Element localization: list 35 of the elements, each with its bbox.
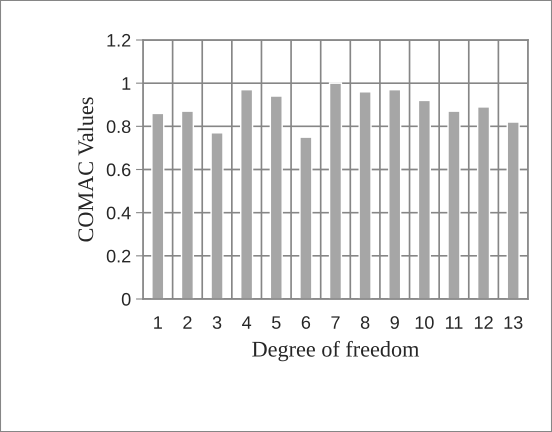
x-tick-label: 7 — [331, 316, 340, 329]
x-tick-label: 12 — [474, 316, 493, 329]
x-axis-title: Degree of freedom — [252, 340, 420, 362]
bar — [358, 91, 372, 299]
x-tick-label: 2 — [183, 316, 192, 329]
bar — [447, 110, 461, 299]
x-tick-label: 5 — [272, 316, 281, 329]
bar — [180, 110, 194, 299]
x-tick-label: 8 — [360, 316, 370, 329]
bar — [270, 95, 283, 299]
y-tick-label: 0 — [122, 292, 130, 306]
bar — [388, 88, 402, 299]
bar — [476, 106, 490, 299]
y-tick-label: 0.2 — [106, 250, 130, 263]
x-tick-label: 6 — [302, 316, 310, 329]
y-tick-label: 0.8 — [106, 120, 130, 134]
y-tick-label: 0.6 — [106, 163, 130, 176]
bar — [240, 88, 254, 299]
y-axis-title: COMAC Values — [78, 97, 94, 242]
y-tick-label: 1 — [122, 77, 130, 90]
x-tick-label: 9 — [390, 316, 399, 329]
x-tick-label: 4 — [242, 316, 252, 329]
bar — [151, 112, 164, 299]
bar — [328, 82, 342, 299]
bar — [210, 132, 224, 299]
bar — [418, 100, 431, 299]
x-tick-label: 13 — [504, 316, 522, 329]
x-tick-label: 3 — [212, 316, 222, 329]
bar — [506, 121, 520, 299]
x-tick-label: 10 — [416, 316, 434, 329]
bar — [299, 136, 313, 299]
y-tick-label: 1.2 — [107, 34, 130, 47]
y-tick-label: 0.4 — [106, 206, 131, 220]
x-tick-label: 1 — [154, 316, 162, 329]
x-tick-label: 11 — [446, 316, 462, 329]
